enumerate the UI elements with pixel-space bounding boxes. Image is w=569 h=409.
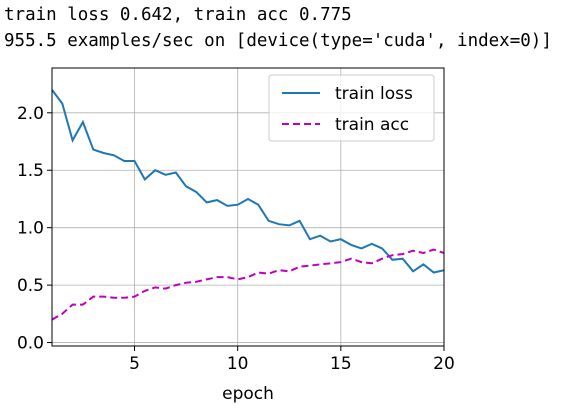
log-line: 955.5 examples/sec on [device(type='cuda… [4,31,552,51]
plot: 5 10 15 20 0.0 0.5 1.0 1.5 2.0 epoch train loss tra… [17,67,455,404]
axes-frame [51,67,445,347]
y-tick-label: 2.0 [17,104,44,124]
x-tick-label: 5 [129,354,140,374]
y-tick-label: 0.5 [17,276,44,296]
y-tick-label: 1.0 [17,219,44,239]
y-tick-label: 0.0 [17,334,44,354]
log-line: train loss 0.642, train acc 0.775 [4,5,352,25]
x-axis-label: epoch [222,384,274,404]
x-tick-label: 10 [227,354,249,374]
series-line [52,89,444,274]
series-line [52,248,444,321]
x-tick-label: 20 [433,354,455,374]
x-tick-label: 15 [330,354,352,374]
legend-label: train loss [335,84,413,104]
legend-label: train acc [335,115,409,135]
y-tick-label: 1.5 [17,161,44,181]
